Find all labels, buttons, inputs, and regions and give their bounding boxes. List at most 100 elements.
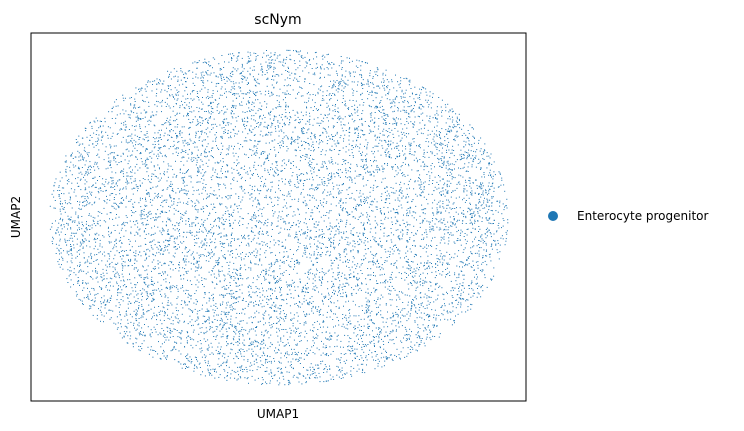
scatter-point [140, 152, 142, 153]
scatter-point [204, 244, 206, 246]
scatter-point [339, 359, 341, 361]
scatter-point [358, 216, 360, 218]
scatter-point [240, 201, 242, 203]
scatter-point [186, 171, 188, 173]
scatter-point [154, 266, 156, 268]
scatter-point [295, 223, 297, 225]
scatter-point [82, 282, 84, 284]
scatter-point [273, 310, 275, 312]
scatter-point [433, 324, 435, 326]
scatter-point [254, 94, 255, 95]
scatter-point [235, 341, 237, 343]
scatter-point [353, 271, 355, 273]
scatter-point [196, 367, 198, 369]
scatter-point [307, 143, 309, 144]
scatter-point [94, 217, 96, 219]
scatter-point [244, 125, 246, 127]
scatter-point [329, 210, 331, 212]
scatter-point [368, 306, 369, 308]
scatter-point [66, 240, 68, 242]
scatter-point [448, 141, 450, 143]
scatter-point [352, 234, 354, 235]
scatter-point [482, 242, 484, 244]
scatter-point [173, 208, 175, 210]
scatter-point [323, 206, 324, 208]
scatter-point [484, 207, 486, 209]
scatter-point [106, 272, 108, 274]
scatter-point [448, 201, 450, 203]
scatter-point [248, 267, 250, 269]
scatter-point [376, 253, 378, 255]
scatter-point [197, 286, 199, 288]
scatter-point [362, 104, 364, 106]
scatter-point [263, 163, 265, 165]
scatter-point [296, 50, 297, 52]
scatter-point [255, 359, 257, 361]
scatter-point [177, 296, 179, 298]
scatter-point [341, 89, 343, 91]
scatter-point [360, 136, 361, 138]
scatter-point [431, 151, 433, 153]
scatter-point [183, 363, 184, 365]
scatter-point [231, 349, 233, 351]
scatter-point [110, 232, 112, 234]
scatter-point [338, 175, 340, 177]
scatter-point [179, 130, 181, 132]
scatter-point [78, 166, 80, 168]
scatter-point [284, 248, 286, 249]
scatter-point [162, 99, 163, 101]
scatter-point [159, 151, 161, 153]
scatter-point [270, 149, 272, 150]
scatter-point [64, 161, 66, 163]
scatter-point [199, 116, 201, 117]
scatter-point [218, 342, 220, 344]
scatter-point [270, 306, 272, 308]
scatter-point [111, 295, 112, 297]
scatter-point [296, 259, 298, 261]
scatter-point [144, 204, 146, 206]
scatter-point [491, 202, 493, 204]
scatter-point [339, 84, 341, 86]
scatter-point [311, 346, 313, 348]
scatter-point [155, 219, 157, 221]
scatter-point [405, 163, 406, 165]
scatter-point [234, 88, 236, 90]
scatter-point [352, 228, 354, 230]
scatter-point [248, 107, 250, 109]
scatter-point [464, 201, 466, 203]
scatter-point [201, 277, 203, 279]
scatter-point [212, 300, 214, 302]
scatter-point [232, 227, 234, 229]
scatter-point [71, 207, 73, 209]
scatter-point [304, 155, 306, 157]
scatter-point [437, 114, 439, 116]
scatter-point [241, 66, 243, 68]
scatter-point [309, 218, 310, 220]
scatter-point [207, 339, 209, 341]
scatter-point [314, 102, 316, 104]
scatter-point [210, 305, 212, 307]
scatter-point [269, 356, 271, 358]
scatter-point [370, 239, 371, 241]
scatter-point [92, 184, 94, 186]
scatter-point [174, 341, 175, 343]
scatter-point [444, 223, 446, 225]
scatter-point [216, 173, 218, 175]
scatter-point [208, 61, 210, 63]
scatter-point [323, 368, 325, 370]
scatter-point [195, 136, 197, 138]
scatter-point [360, 129, 362, 131]
scatter-point [446, 183, 448, 185]
scatter-point [352, 71, 354, 73]
scatter-point [368, 85, 370, 87]
scatter-point [243, 169, 245, 170]
scatter-point [130, 104, 132, 106]
scatter-point [91, 287, 93, 289]
scatter-point [226, 176, 228, 178]
scatter-point [58, 263, 60, 265]
scatter-point [346, 57, 348, 59]
scatter-point [391, 101, 393, 103]
scatter-point [62, 218, 64, 220]
scatter-point [135, 156, 137, 158]
scatter-point [215, 140, 217, 142]
